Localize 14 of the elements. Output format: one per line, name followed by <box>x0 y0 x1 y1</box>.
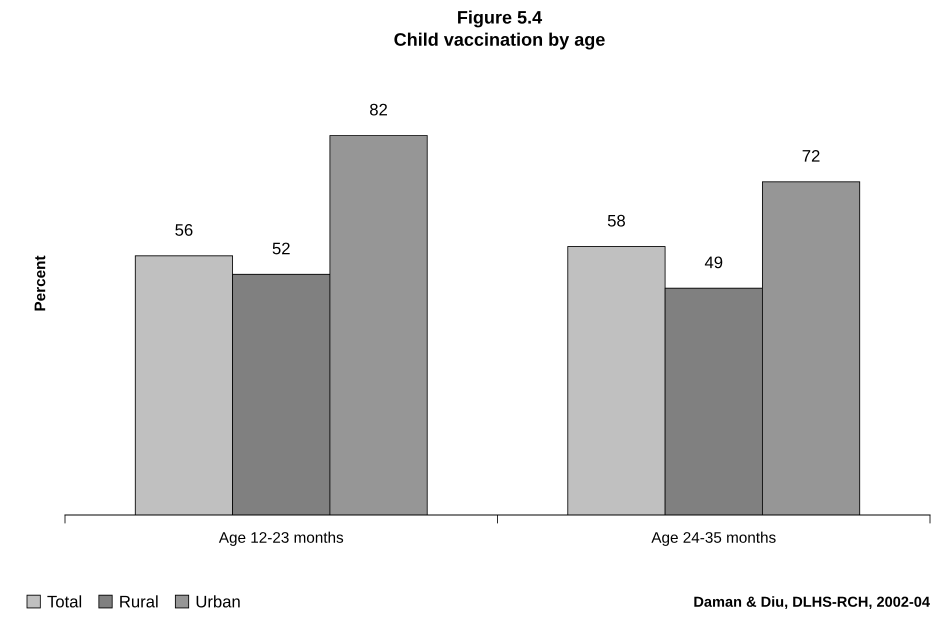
data-label: 56 <box>175 224 192 236</box>
legend-label: Total <box>47 595 82 608</box>
data-label: 82 <box>370 104 387 116</box>
data-label: 72 <box>802 150 820 162</box>
text: Daman & Diu, DLHS-RCH, 2002-04 <box>694 596 930 610</box>
data-label: 58 <box>608 214 625 227</box>
x-tick-label: Age 12-23 months <box>218 532 344 546</box>
data-label: 52 <box>272 242 290 254</box>
legend-label: Urban <box>196 595 240 608</box>
data-label: 49 <box>704 256 722 268</box>
legend-label: Rural <box>120 595 158 608</box>
chart-title: Figure 5.4 Child vaccination by age <box>394 10 605 50</box>
x-tick-label: Age 24-35 months <box>651 532 776 546</box>
y-axis-title: Percent <box>34 256 46 310</box>
